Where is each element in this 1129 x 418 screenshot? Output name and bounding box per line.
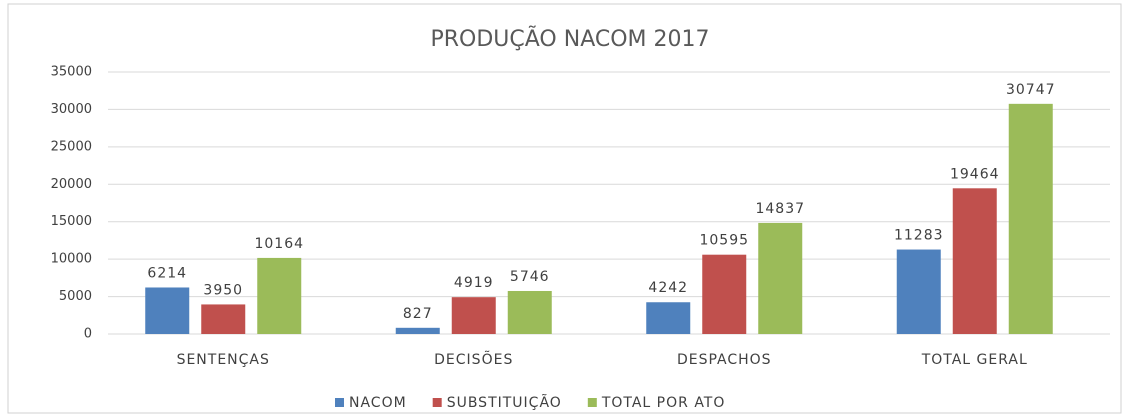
- y-tick-label: 35000: [51, 65, 92, 80]
- data-label: 5746: [510, 269, 550, 285]
- bar: [145, 287, 190, 334]
- bar: [702, 254, 747, 334]
- bar: [952, 188, 997, 334]
- bar: [646, 302, 691, 334]
- data-label: 3950: [203, 282, 243, 298]
- data-label: 4242: [648, 280, 688, 296]
- bar: [201, 304, 246, 334]
- bar: [896, 249, 941, 334]
- bar: [257, 257, 302, 334]
- bar: [507, 290, 552, 334]
- data-label: 11283: [894, 228, 944, 244]
- y-tick-label: 20000: [51, 177, 92, 192]
- legend-swatch: [587, 398, 597, 407]
- x-tick-label: SENTENÇAS: [177, 352, 270, 368]
- data-label: 10595: [699, 233, 749, 249]
- data-label: 10164: [254, 236, 304, 252]
- data-label: 19464: [950, 166, 1000, 182]
- bar: [1008, 103, 1053, 334]
- chart-title: PRODUÇÃO NACOM 2017: [430, 25, 709, 52]
- y-tick-label: 25000: [51, 139, 92, 154]
- legend-label: TOTAL POR ATO: [601, 395, 726, 411]
- bar: [451, 297, 496, 334]
- bar: [758, 222, 803, 334]
- data-label: 30747: [1006, 82, 1056, 98]
- bar: [395, 327, 440, 334]
- y-tick-label: 15000: [51, 214, 92, 229]
- data-label: 6214: [147, 265, 187, 281]
- x-tick-label: DESPACHOS: [677, 352, 772, 368]
- legend-label: NACOM: [349, 395, 407, 411]
- y-tick-label: 5000: [59, 289, 92, 304]
- x-tick-label: DECISÕES: [434, 351, 513, 368]
- data-label: 4919: [454, 275, 494, 291]
- y-tick-label: 30000: [51, 102, 92, 117]
- data-label: 14837: [755, 201, 805, 217]
- y-tick-label: 10000: [51, 252, 92, 267]
- legend-swatch: [432, 398, 442, 407]
- data-label: 827: [403, 306, 433, 322]
- legend-label: SUBSTITUIÇÃO: [447, 394, 562, 411]
- legend-swatch: [335, 398, 344, 407]
- y-tick-label: 0: [84, 327, 92, 342]
- x-tick-label: TOTAL GERAL: [921, 352, 1028, 368]
